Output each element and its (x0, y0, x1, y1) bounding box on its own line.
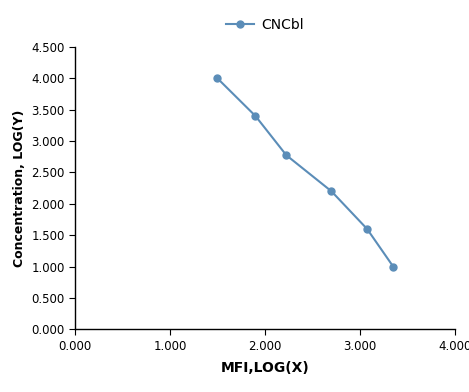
CNCbl (364, 227, 370, 231)
CNCbl (390, 264, 396, 269)
CNCbl (215, 76, 220, 81)
Y-axis label: Concentration, LOG(Y): Concentration, LOG(Y) (13, 109, 26, 267)
Legend: CNCbl: CNCbl (221, 12, 309, 37)
Line: CNCbl: CNCbl (214, 75, 397, 270)
CNCbl (284, 153, 289, 158)
CNCbl (253, 114, 258, 118)
CNCbl (329, 189, 334, 194)
X-axis label: MFI,LOG(X): MFI,LOG(X) (220, 361, 310, 375)
